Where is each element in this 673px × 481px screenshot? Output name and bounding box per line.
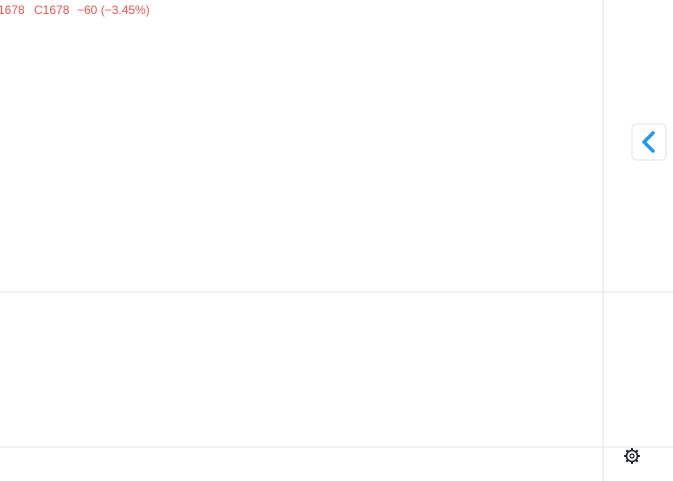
legend-close: C1678 (34, 3, 70, 17)
collapse-button[interactable] (631, 123, 667, 161)
legend-change: −60 (−3.45%) (77, 3, 150, 17)
gear-hub[interactable] (629, 453, 635, 459)
button-bg[interactable] (631, 123, 667, 161)
chevron-icon[interactable] (642, 131, 655, 153)
settings-button[interactable] (624, 448, 640, 464)
gear-teeth[interactable] (624, 448, 640, 464)
legend-price: 1678 (0, 3, 25, 17)
gear-ring[interactable] (625, 449, 639, 463)
